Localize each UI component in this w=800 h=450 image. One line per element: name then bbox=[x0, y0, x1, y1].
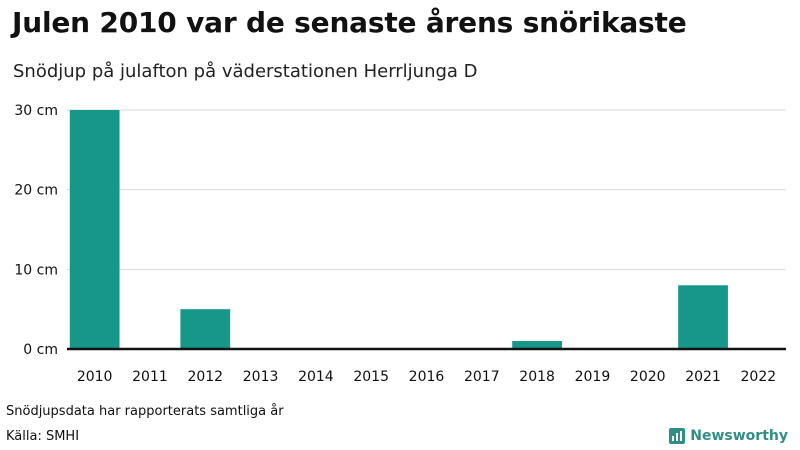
source-note: Källa: SMHI bbox=[6, 429, 80, 444]
brand-name: Newsworthy bbox=[690, 428, 788, 444]
x-axis-ticks: 2010 2011 2012 2013 2014 2015 2016 2017 2018 2019… bbox=[77, 369, 776, 385]
x-tick-label: 2022 bbox=[741, 369, 777, 385]
x-tick-label: 2019 bbox=[575, 369, 611, 385]
gridlines bbox=[67, 109, 786, 270]
chart-title: Julen 2010 var de senaste årens snörikas… bbox=[12, 6, 687, 39]
bar-2018 bbox=[512, 341, 563, 349]
x-tick-label: 2013 bbox=[243, 369, 279, 385]
x-tick-label: 2012 bbox=[187, 369, 223, 385]
chart-subtitle: Snödjup på julafton på väderstationen He… bbox=[13, 61, 478, 82]
footnote: Snödjupsdata har rapporterats samtliga å… bbox=[6, 404, 284, 419]
bar-2021 bbox=[678, 285, 728, 349]
x-tick-label: 2017 bbox=[464, 369, 500, 385]
y-tick-label: 10 cm bbox=[14, 262, 58, 278]
x-tick-label: 2010 bbox=[77, 369, 113, 385]
x-tick-label: 2011 bbox=[132, 369, 168, 385]
y-axis-ticks: 0 cm 10 cm 20 cm 30 cm bbox=[14, 103, 58, 358]
x-tick-label: 2016 bbox=[409, 369, 445, 385]
y-tick-label: 30 cm bbox=[14, 103, 58, 119]
bar-2010 bbox=[69, 110, 120, 349]
y-tick-label: 0 cm bbox=[23, 342, 58, 358]
bar-2012 bbox=[180, 309, 231, 349]
x-tick-label: 2018 bbox=[519, 369, 555, 385]
bars bbox=[69, 110, 728, 349]
y-tick-label: 20 cm bbox=[14, 183, 58, 199]
x-tick-label: 2014 bbox=[298, 369, 334, 385]
bar-chart-logo-icon bbox=[669, 428, 686, 444]
x-tick-label: 2020 bbox=[630, 369, 666, 385]
brand-logo[interactable]: Newsworthy bbox=[669, 428, 788, 444]
x-tick-label: 2021 bbox=[685, 369, 721, 385]
bar-chart: 0 cm 10 cm 20 cm 30 cm 2010 2011 2012 2013 2014… bbox=[14, 103, 786, 385]
x-tick-label: 2015 bbox=[353, 369, 389, 385]
